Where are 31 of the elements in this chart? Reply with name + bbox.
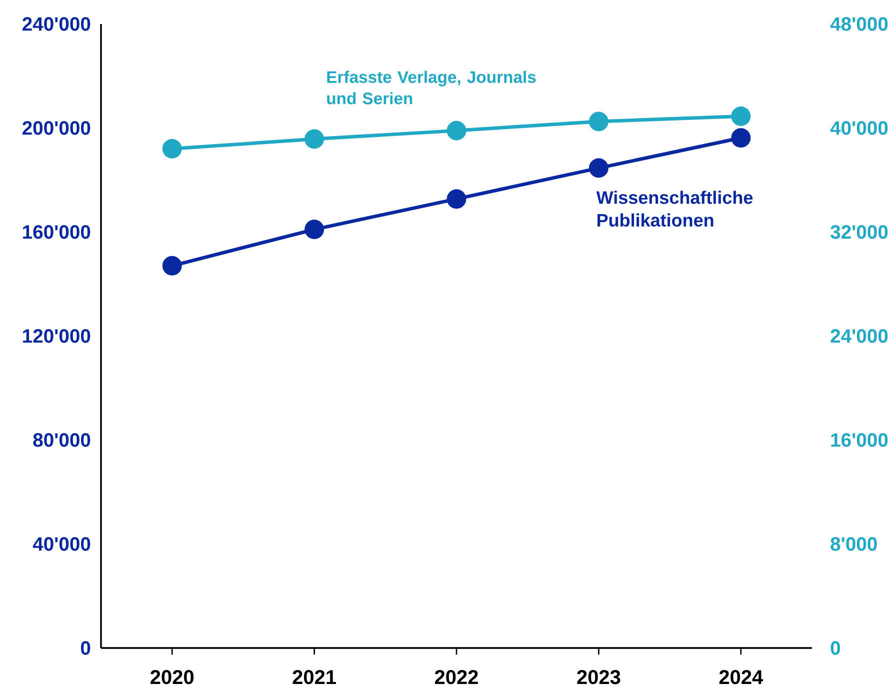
y2-tick-label: 40'000: [830, 121, 888, 135]
y-tick-label: 160'000: [23, 225, 90, 239]
y-tick-label: 40'000: [32, 537, 90, 551]
point: [304, 220, 324, 240]
point: [731, 106, 751, 126]
point: [588, 158, 608, 178]
point: [446, 189, 466, 209]
x-tick-label: 2021: [292, 670, 336, 684]
point: [304, 129, 324, 149]
series-label: Erfasste Verlage, Journals und Serien: [327, 70, 536, 104]
y2-tick-label: 0: [830, 641, 840, 655]
y-tick-label: 240'000: [22, 17, 90, 31]
x-tick-label: 2022: [434, 670, 478, 684]
x-tick-label: 2024: [719, 670, 764, 684]
point: [162, 139, 182, 159]
y-tick-label: 120'000: [23, 329, 90, 343]
y-tick-label: 0: [80, 641, 90, 655]
x-tick-label: 2020: [150, 670, 194, 684]
y2-tick-label: 48'000: [830, 17, 888, 31]
point: [446, 120, 466, 140]
x-tick-label: 2023: [577, 670, 620, 684]
series-label: Wissenschaftliche Publikationen: [596, 190, 753, 227]
point: [162, 256, 182, 276]
y2-tick-label: 32'000: [830, 225, 888, 239]
y-tick-label: 80'000: [33, 433, 90, 447]
y2-tick-label: 16'000: [831, 433, 888, 447]
point: [588, 112, 608, 132]
y-tick-label: 200'000: [22, 121, 90, 135]
y2-tick-label: 8'000: [830, 537, 877, 551]
y2-tick-label: 24'000: [830, 329, 888, 343]
point: [731, 128, 751, 148]
